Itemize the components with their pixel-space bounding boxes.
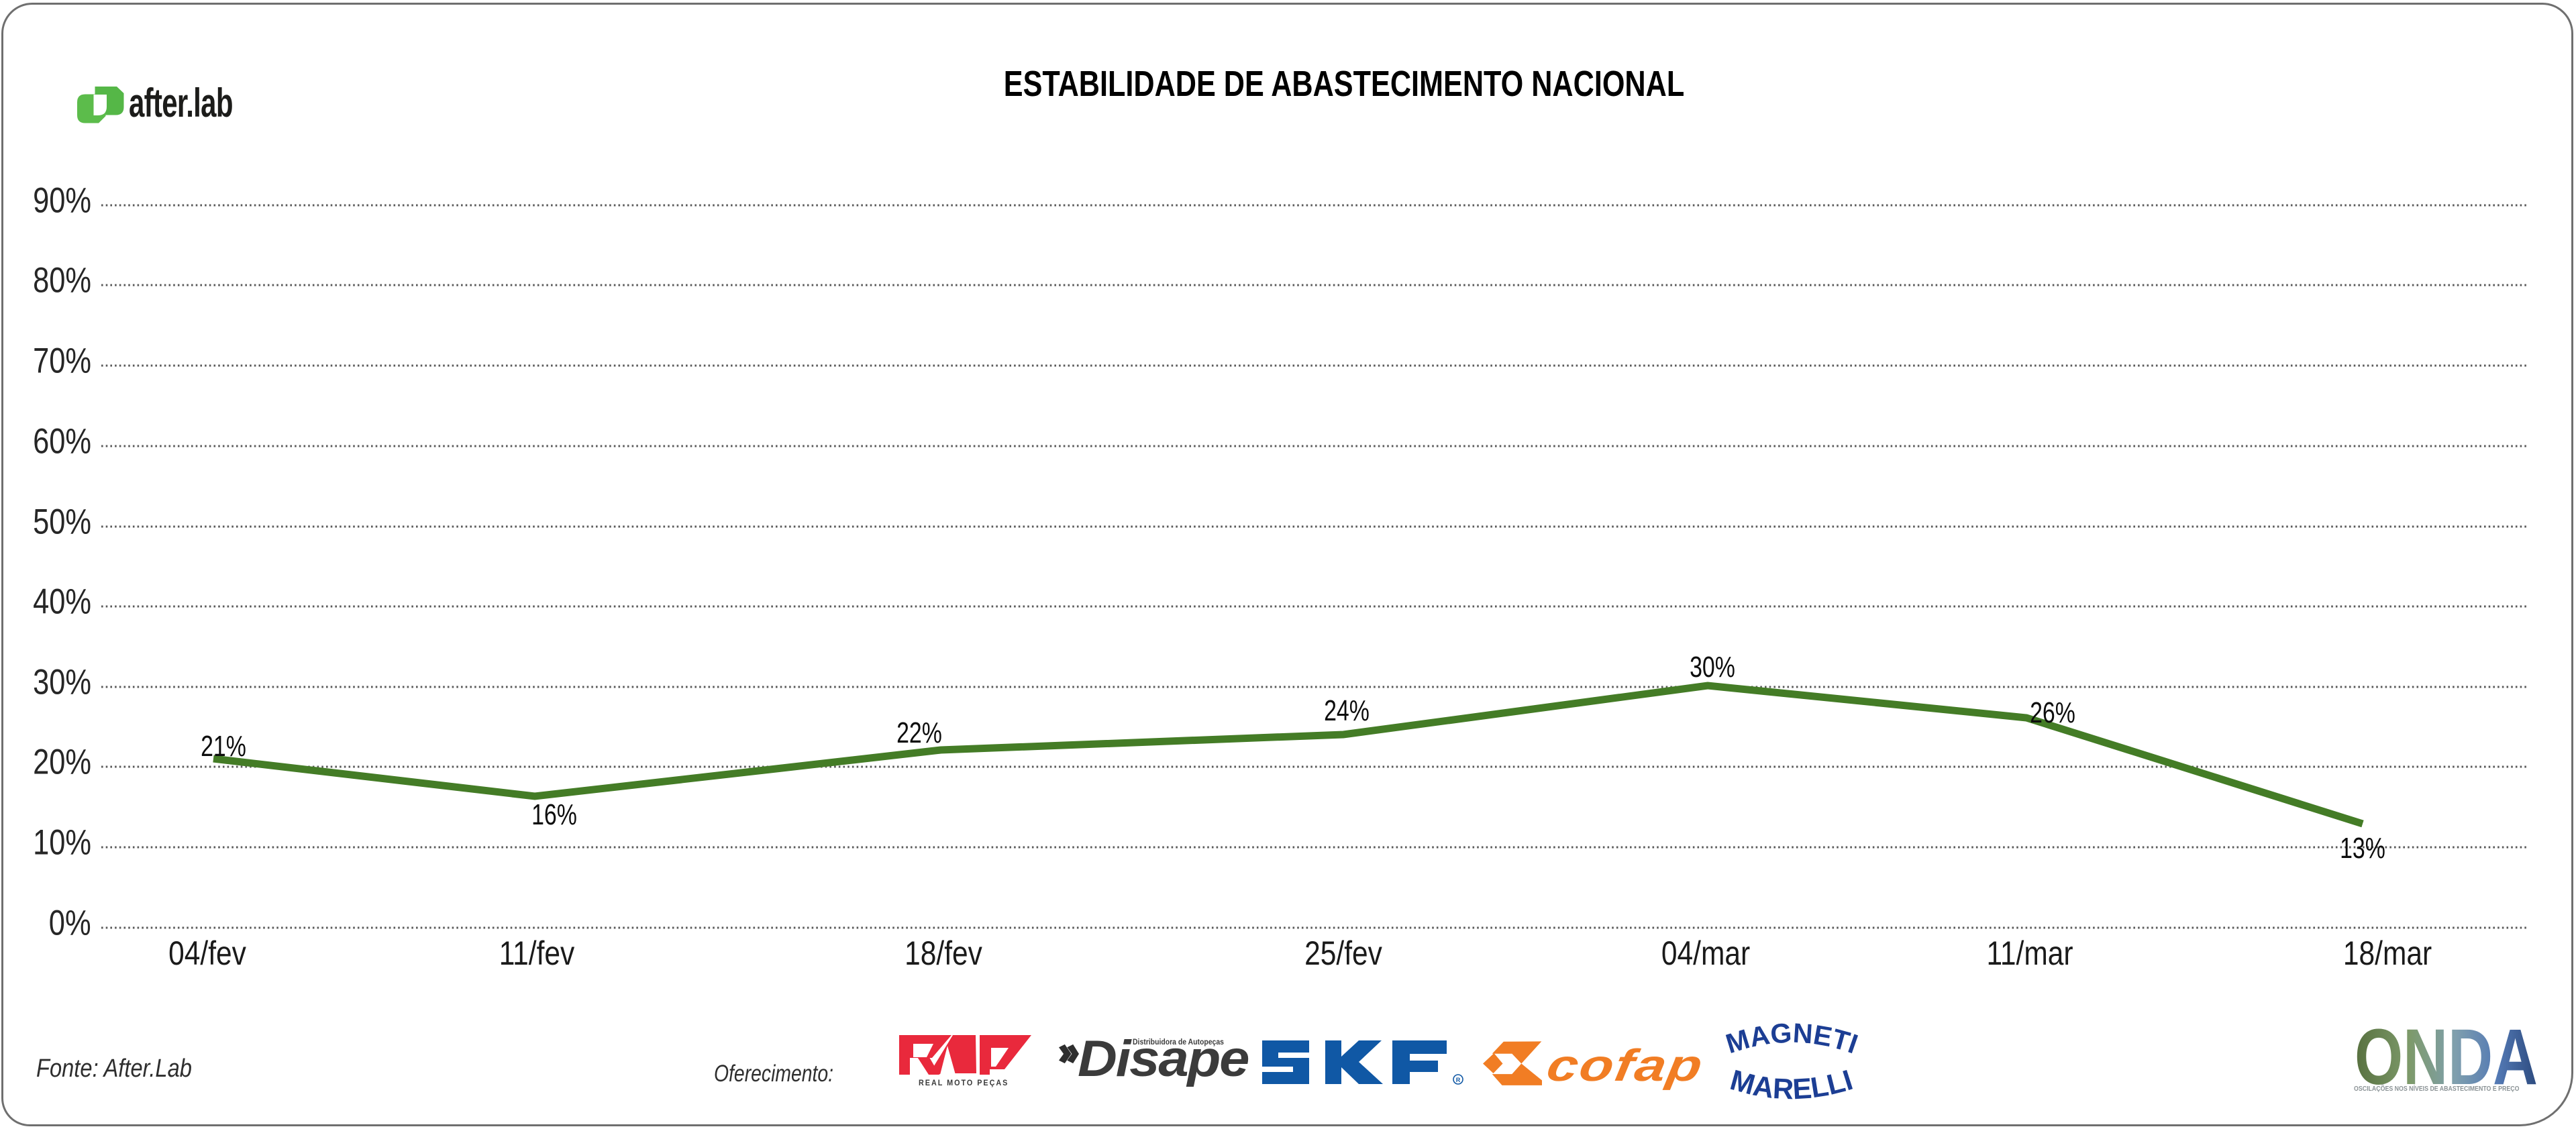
svg-text:MAGNETI: MAGNETI xyxy=(1724,1018,1859,1060)
svg-text:ONDA: ONDA xyxy=(2355,1020,2538,1087)
svg-text:R: R xyxy=(1456,1077,1461,1083)
svg-text:MARELLI: MARELLI xyxy=(1727,1064,1856,1106)
